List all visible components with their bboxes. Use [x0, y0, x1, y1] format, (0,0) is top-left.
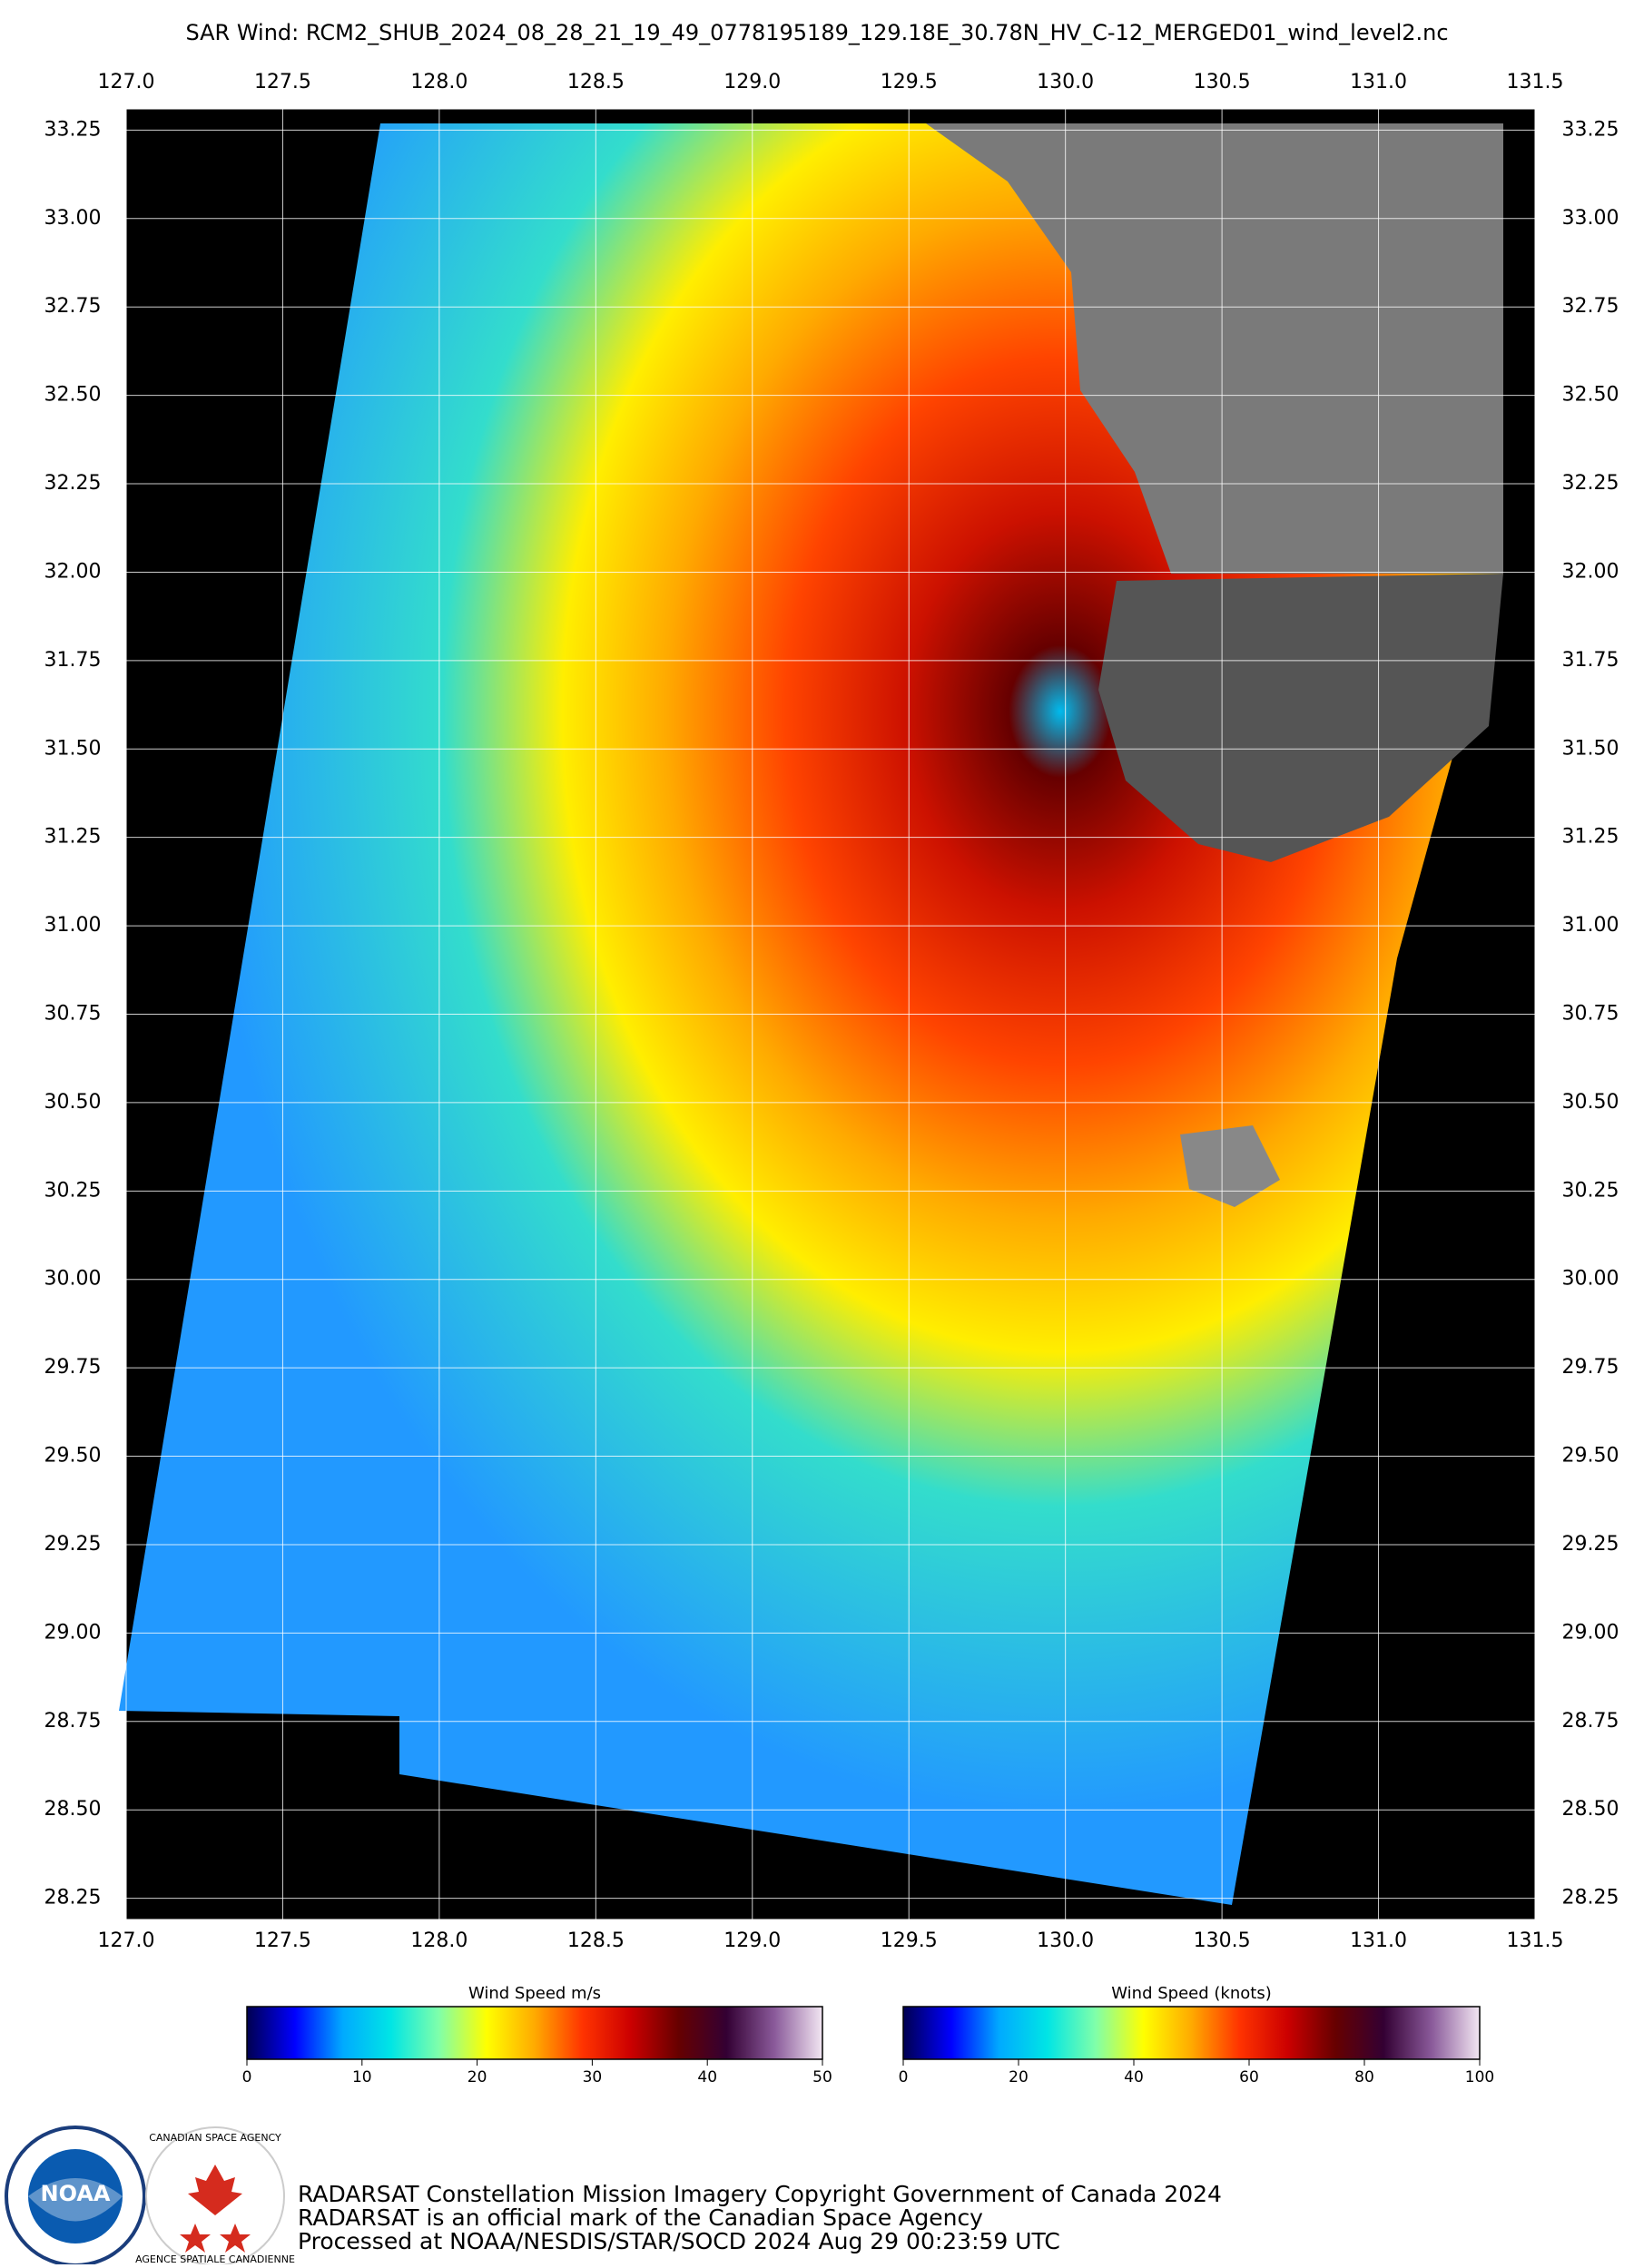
y-tick-label: 31.50 [44, 737, 102, 760]
y-tick-label: 31.75 [1562, 649, 1619, 672]
noaa-text: NOAA [41, 2181, 111, 2206]
x-tick-label: 129.0 [723, 71, 781, 93]
noaa-logo: NOAA [5, 2126, 146, 2267]
y-tick-label: 29.25 [44, 1533, 102, 1556]
y-tick-label: 31.50 [1562, 737, 1619, 760]
x-tick-label: 128.5 [567, 1929, 625, 1952]
colorbar-tick-label: 10 [352, 2068, 372, 2086]
x-tick-label: 131.0 [1350, 1929, 1407, 1952]
x-tick-label: 128.5 [567, 71, 625, 93]
y-tick-label: 30.50 [44, 1091, 102, 1114]
island [1180, 1125, 1280, 1207]
y-tick-label: 32.00 [1562, 560, 1619, 583]
y-tick-label: 32.50 [44, 384, 102, 407]
x-tick-label: 127.5 [254, 71, 311, 93]
y-tick-label: 30.75 [1562, 1003, 1619, 1026]
y-tick-label: 29.00 [44, 1621, 102, 1644]
colorbar-tick-label: 20 [468, 2068, 487, 2086]
y-tick-label: 32.25 [44, 472, 102, 495]
colorbar-tick-label: 80 [1354, 2068, 1374, 2086]
x-tick-label: 129.0 [723, 1929, 781, 1952]
land [926, 123, 1503, 574]
y-tick-label: 28.75 [44, 1710, 102, 1733]
x-tick-label: 127.0 [98, 71, 155, 93]
y-tick-label: 31.00 [44, 914, 102, 937]
x-tick-label: 130.0 [1037, 71, 1094, 93]
colorbar [246, 2006, 823, 2060]
y-tick-label: 33.00 [1562, 207, 1619, 230]
y-tick-label: 30.75 [44, 1003, 102, 1026]
y-tick-label: 29.75 [44, 1356, 102, 1379]
y-tick-label: 33.25 [44, 118, 102, 141]
credit-line: RADARSAT is an official mark of the Cana… [298, 2204, 983, 2231]
y-tick-label: 28.50 [1562, 1798, 1619, 1821]
csa-fr: AGENCE SPATIALE CANADIENNE [135, 2253, 295, 2264]
y-tick-label: 32.75 [44, 295, 102, 318]
y-tick-label: 31.75 [44, 649, 102, 672]
y-tick-label: 31.00 [1562, 914, 1619, 937]
y-tick-label: 30.25 [1562, 1179, 1619, 1202]
colorbar-label: Wind Speed (knots) [1111, 1984, 1271, 2003]
x-tick-label: 129.5 [881, 71, 938, 93]
colorbar-tick-label: 50 [812, 2068, 832, 2086]
colorbar-tick-label: 0 [242, 2068, 252, 2086]
x-tick-label: 130.5 [1194, 1929, 1251, 1952]
y-tick-label: 31.25 [44, 826, 102, 849]
x-tick-label: 129.5 [881, 1929, 938, 1952]
y-tick-label: 30.50 [1562, 1091, 1619, 1114]
colorbar-tick-label: 40 [1124, 2068, 1144, 2086]
colorbar-tick-label: 20 [1009, 2068, 1029, 2086]
land-terrain [1098, 574, 1503, 862]
y-tick-label: 32.25 [1562, 472, 1619, 495]
x-tick-label: 130.0 [1037, 1929, 1094, 1952]
colorbar [902, 2006, 1481, 2060]
y-tick-label: 29.25 [1562, 1533, 1619, 1556]
y-tick-label: 33.25 [1562, 118, 1619, 141]
credit-line: RADARSAT Constellation Mission Imagery C… [298, 2181, 1222, 2207]
y-tick-label: 28.25 [1562, 1887, 1619, 1910]
x-tick-label: 131.0 [1350, 71, 1407, 93]
y-tick-label: 28.75 [1562, 1710, 1619, 1733]
y-tick-label: 32.00 [44, 560, 102, 583]
y-tick-label: 29.00 [1562, 1621, 1619, 1644]
y-tick-label: 31.25 [1562, 826, 1619, 849]
y-tick-label: 32.50 [1562, 384, 1619, 407]
x-tick-label: 127.5 [254, 1929, 311, 1952]
x-tick-label: 130.5 [1194, 71, 1251, 93]
x-tick-label: 131.5 [1507, 71, 1564, 93]
y-tick-label: 29.75 [1562, 1356, 1619, 1379]
credit-line: Processed at NOAA/NESDIS/STAR/SOCD 2024 … [298, 2228, 1060, 2254]
y-tick-label: 28.25 [44, 1887, 102, 1910]
colorbar-tick-label: 100 [1465, 2068, 1494, 2086]
y-tick-label: 33.00 [44, 207, 102, 230]
y-tick-label: 29.50 [44, 1445, 102, 1468]
y-tick-label: 30.25 [44, 1179, 102, 1202]
colorbar-tick-label: 60 [1239, 2068, 1259, 2086]
x-tick-label: 127.0 [98, 1929, 155, 1952]
x-tick-label: 128.0 [410, 71, 468, 93]
colorbar-label: Wind Speed m/s [468, 1984, 601, 2003]
y-tick-label: 30.00 [1562, 1268, 1619, 1291]
csa-en: CANADIAN SPACE AGENCY [149, 2132, 281, 2144]
x-tick-label: 128.0 [410, 1929, 468, 1952]
csa-logo: CANADIAN SPACE AGENCY AGENCE SPATIALE CA… [135, 2126, 295, 2266]
title: SAR Wind: RCM2_SHUB_2024_08_28_21_19_49_… [185, 20, 1448, 45]
colorbar-tick-label: 0 [899, 2068, 909, 2086]
colorbar-tick-label: 40 [697, 2068, 717, 2086]
x-tick-label: 131.5 [1507, 1929, 1564, 1952]
y-tick-label: 30.00 [44, 1268, 102, 1291]
y-tick-label: 29.50 [1562, 1445, 1619, 1468]
colorbar-tick-label: 30 [583, 2068, 603, 2086]
y-tick-label: 28.50 [44, 1798, 102, 1821]
y-tick-label: 32.75 [1562, 295, 1619, 318]
